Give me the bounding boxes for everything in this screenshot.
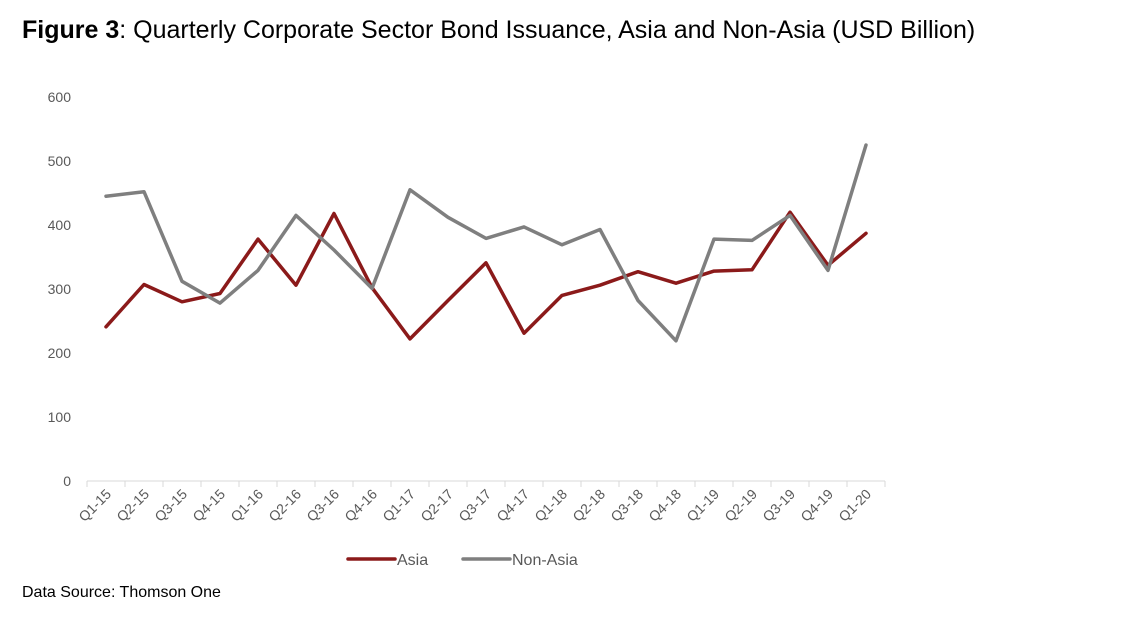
data-source-note: Data Source: Thomson One [22, 584, 221, 601]
x-tick-label: Q3-15 [151, 486, 190, 525]
axes [86, 480, 886, 487]
figure-caption: : Quarterly Corporate Sector Bond Issuan… [119, 16, 976, 44]
series-line-non-asia [104, 143, 868, 343]
x-tick-label: Q2-16 [265, 486, 304, 525]
y-tick-label: 600 [48, 89, 72, 105]
x-tick-label: Q4-18 [645, 486, 684, 525]
x-tick-label: Q3-19 [759, 486, 798, 525]
y-tick-label: 0 [63, 473, 71, 489]
x-tick-label: Q2-18 [569, 486, 608, 525]
y-tick-label: 500 [48, 153, 72, 169]
x-tick-label: Q1-16 [227, 486, 266, 525]
x-tick-label: Q3-17 [455, 486, 494, 525]
chart-title: Figure 3: Quarterly Corporate Sector Bon… [22, 16, 975, 45]
x-tick-label: Q1-18 [531, 486, 570, 525]
y-tick-label: 100 [48, 409, 72, 425]
x-axis-ticks: Q1-15 Q2-15 Q3-15 Q4-15 Q1-16 Q2-16 Q3-16 Q4-16… [75, 486, 874, 525]
x-tick-label: Q2-19 [721, 486, 760, 525]
x-tick-label: Q4-19 [797, 486, 836, 525]
x-tick-label: Q1-19 [683, 486, 722, 525]
series-lines [104, 143, 868, 343]
x-tick-label: Q1-20 [835, 486, 874, 525]
x-tick-label: Q1-15 [75, 486, 114, 525]
y-tick-label: 400 [48, 217, 72, 233]
x-tick-label: Q2-17 [417, 486, 456, 525]
x-tick-label: Q4-15 [189, 486, 228, 525]
figure-label: Figure 3 [22, 16, 120, 44]
series-line-asia [104, 210, 868, 341]
x-tick-label: Q2-15 [113, 486, 152, 525]
x-tick-label: Q4-17 [493, 486, 532, 525]
y-tick-label: 300 [48, 281, 72, 297]
x-tick-label: Q3-16 [303, 486, 342, 525]
y-tick-label: 200 [48, 345, 72, 361]
legend: Asia Non-Asia [346, 552, 578, 569]
legend-label: Non-Asia [512, 552, 578, 569]
y-axis-ticks: 0 100 200 300 400 500 600 [48, 89, 72, 489]
legend-label: Asia [397, 552, 428, 569]
x-tick-label: Q1-17 [379, 486, 418, 525]
x-tick-label: Q3-18 [607, 486, 646, 525]
x-tick-label: Q4-16 [341, 486, 380, 525]
